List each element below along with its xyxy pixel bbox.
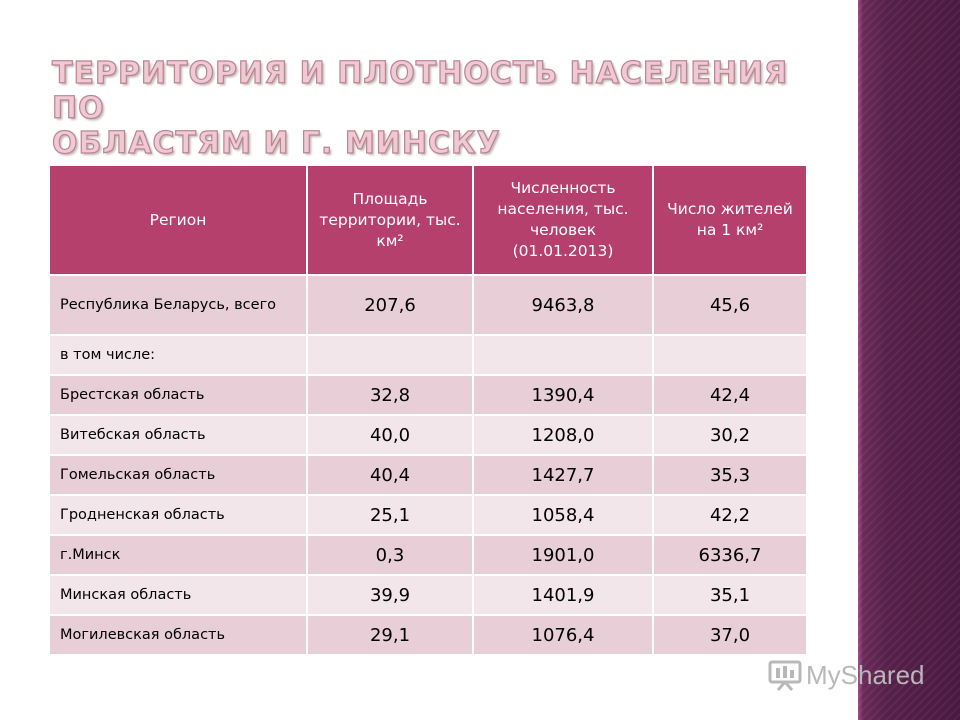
cell-population: 1427,7 xyxy=(474,456,652,494)
cell-population: 1208,0 xyxy=(474,416,652,454)
title-line-1: ТЕРРИТОРИЯ И ПЛОТНОСТЬ НАСЕЛЕНИЯ ПО xyxy=(51,55,789,126)
cell-region: Гродненская область xyxy=(50,496,306,534)
table-row: Минская область 39,9 1401,9 35,1 xyxy=(50,576,806,614)
cell-region: Могилевская область xyxy=(50,616,306,654)
table-row: Могилевская область 29,1 1076,4 37,0 xyxy=(50,616,806,654)
cell-region: Гомельская область xyxy=(50,456,306,494)
cell-density: 42,4 xyxy=(654,376,806,414)
watermark-text: MyShared xyxy=(806,659,925,690)
cell-population: 1901,0 xyxy=(474,536,652,574)
cell-density: 37,0 xyxy=(654,616,806,654)
table-row: в том числе: xyxy=(50,336,806,374)
cell-population: 1390,4 xyxy=(474,376,652,414)
cell-density: 42,2 xyxy=(654,496,806,534)
header-region: Регион xyxy=(50,166,306,274)
cell-region: Витебская область xyxy=(50,416,306,454)
cell-area: 25,1 xyxy=(308,496,472,534)
cell-area: 40,4 xyxy=(308,456,472,494)
cell-density: 6336,7 xyxy=(654,536,806,574)
table-row: Брестская область 32,8 1390,4 42,4 xyxy=(50,376,806,414)
watermark-logo: MyShared xyxy=(768,655,925,695)
cell-area: 32,8 xyxy=(308,376,472,414)
cell-area: 39,9 xyxy=(308,576,472,614)
population-table: Регион Площадь территории, тыс. км² Числ… xyxy=(48,164,808,656)
cell-population: 9463,8 xyxy=(474,276,652,334)
slide-title: ТЕРРИТОРИЯ И ПЛОТНОСТЬ НАСЕЛЕНИЯ ПО ОБЛА… xyxy=(51,55,812,161)
cell-area: 207,6 xyxy=(308,276,472,334)
cell-density: 45,6 xyxy=(654,276,806,334)
cell-region: Минская область xyxy=(50,576,306,614)
cell-population: 1058,4 xyxy=(474,496,652,534)
title-line-2: ОБЛАСТЯМ И Г. МИНСКУ xyxy=(51,125,501,161)
cell-area: 29,1 xyxy=(308,616,472,654)
cell-density xyxy=(654,336,806,374)
header-density: Число жителей на 1 км² xyxy=(654,166,806,274)
cell-region: в том числе: xyxy=(50,336,306,374)
cell-region: Республика Беларусь, всего xyxy=(50,276,306,334)
cell-density: 35,3 xyxy=(654,456,806,494)
header-area: Площадь территории, тыс. км² xyxy=(308,166,472,274)
table-row: Гомельская область 40,4 1427,7 35,3 xyxy=(50,456,806,494)
presentation-board-icon xyxy=(768,660,802,691)
header-population: Численность населения, тыс. человек (01.… xyxy=(474,166,652,274)
cell-population: 1076,4 xyxy=(474,616,652,654)
cell-region: г.Минск xyxy=(50,536,306,574)
table-row: г.Минск 0,3 1901,0 6336,7 xyxy=(50,536,806,574)
cell-area: 0,3 xyxy=(308,536,472,574)
cell-area: 40,0 xyxy=(308,416,472,454)
cell-population: 1401,9 xyxy=(474,576,652,614)
table-header-row: Регион Площадь территории, тыс. км² Числ… xyxy=(50,166,806,274)
cell-density: 30,2 xyxy=(654,416,806,454)
cell-population xyxy=(474,336,652,374)
cell-area xyxy=(308,336,472,374)
cell-density: 35,1 xyxy=(654,576,806,614)
table-row: Республика Беларусь, всего 207,6 9463,8 … xyxy=(50,276,806,334)
cell-region: Брестская область xyxy=(50,376,306,414)
decorative-side-band xyxy=(858,0,960,720)
table-row: Витебская область 40,0 1208,0 30,2 xyxy=(50,416,806,454)
table-row: Гродненская область 25,1 1058,4 42,2 xyxy=(50,496,806,534)
